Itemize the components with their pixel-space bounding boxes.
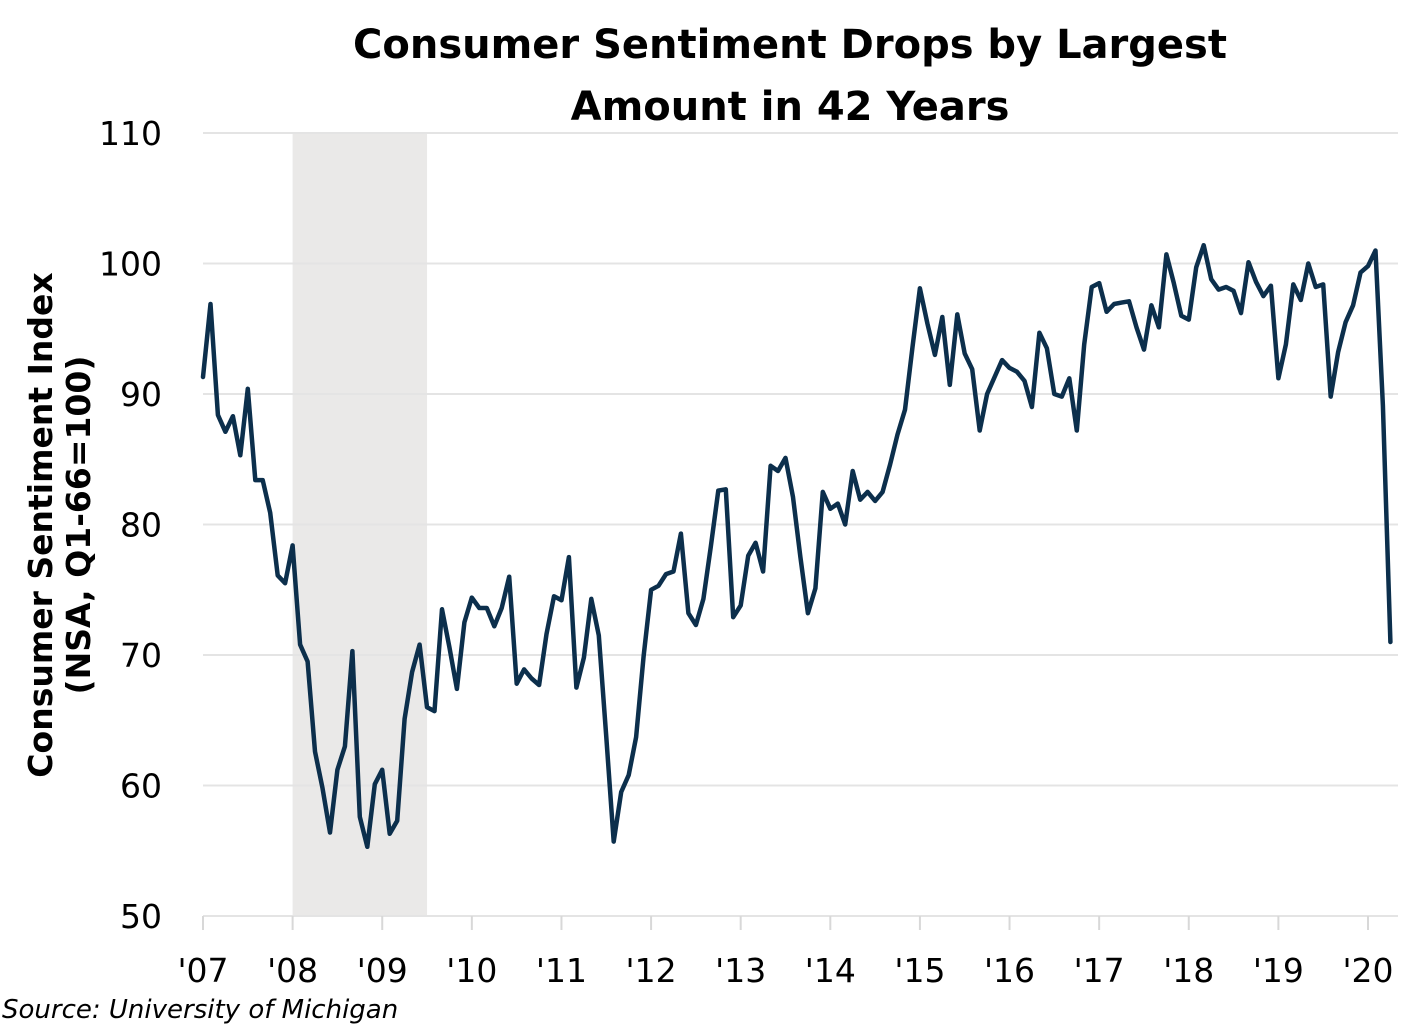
source-note: Source: University of Michigan — [2, 995, 399, 1025]
x-tick-label: '11 — [536, 951, 587, 990]
series-layer — [200, 242, 1393, 850]
x-tick-label: '20 — [1342, 951, 1393, 990]
x-tick-label: '07 — [177, 951, 228, 990]
x-tick-label: '19 — [1253, 951, 1304, 990]
x-tick-label: '08 — [267, 951, 318, 990]
x-axis-layer — [202, 916, 1369, 930]
y-tick-label: 70 — [120, 636, 162, 675]
chart-title-line-2: Amount in 42 Years — [570, 84, 1010, 130]
x-tick-labels-layer: '07 '08 '09 '10 '11 '12 '13 '14 '15 '16 '17 '18 '19 '… — [177, 951, 1393, 990]
y-tick-label: 50 — [120, 897, 162, 936]
x-tick-label: '18 — [1163, 951, 1214, 990]
x-tick-label: '09 — [357, 951, 408, 990]
chart-title: Consumer Sentiment Drops by Largest Amou… — [200, 14, 1380, 138]
chart-title-line-1: Consumer Sentiment Drops by Largest — [353, 22, 1227, 68]
x-tick-label: '15 — [894, 951, 945, 990]
x-tick-label: '16 — [984, 951, 1035, 990]
series-line — [200, 242, 1393, 850]
x-tick-label: '13 — [715, 951, 766, 990]
x-tick-label: '17 — [1074, 951, 1125, 990]
y-tick-label: 100 — [99, 245, 162, 284]
y-tick-label: 110 — [99, 114, 162, 153]
y-tick-label: 60 — [120, 767, 162, 806]
x-tick-label: '12 — [626, 951, 677, 990]
y-tick-label: 90 — [120, 375, 162, 414]
y-tick-label: 80 — [120, 506, 162, 545]
y-tick-labels-layer: 50 60 70 80 90 100 110 — [99, 114, 162, 936]
x-tick-label: '14 — [805, 951, 856, 990]
x-tick-label: '10 — [446, 951, 497, 990]
